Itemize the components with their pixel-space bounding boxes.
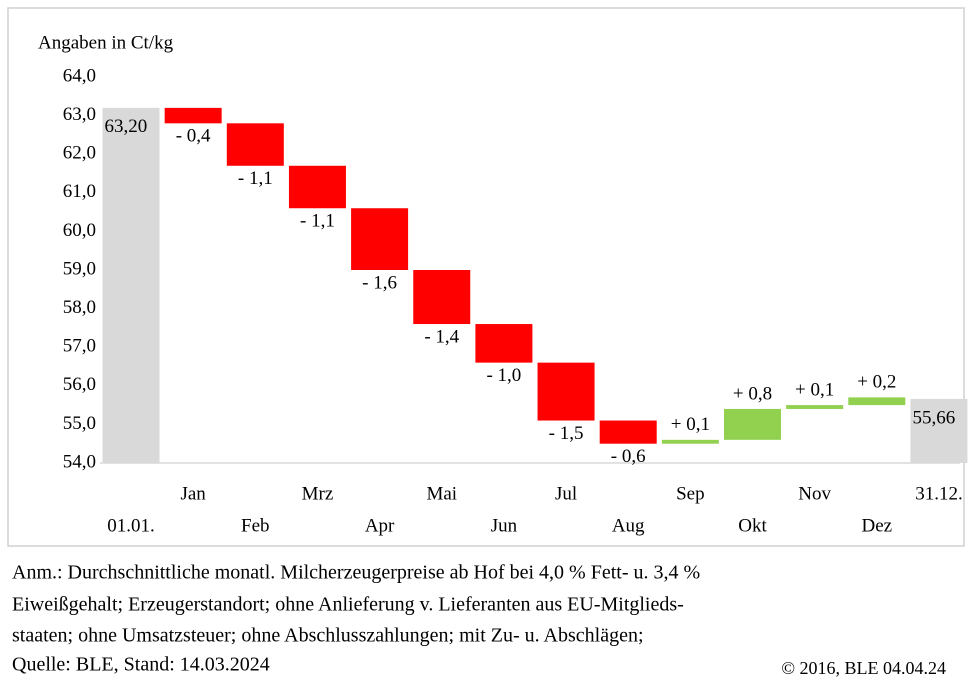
note-line: Eiweißgehalt; Erzeugerstandort; ohne Anl… [12, 594, 684, 616]
value-label: - 0,6 [611, 446, 646, 467]
x-tick-label: Sep [676, 483, 705, 504]
value-label: + 0,8 [733, 383, 772, 404]
total-bar [102, 107, 160, 463]
decrease-bar [413, 270, 471, 325]
y-tick-label: 62,0 [63, 143, 96, 164]
x-tick-label: 31.12. [915, 483, 963, 504]
x-tick-label: 01.01. [107, 515, 155, 536]
value-label: - 1,1 [300, 211, 335, 232]
copyright: © 2016, BLE 04.04.24 [781, 658, 946, 678]
value-label: + 0,1 [795, 379, 834, 400]
value-label: - 0,4 [176, 126, 211, 147]
decrease-bar [537, 362, 595, 421]
value-label: 63,20 [105, 116, 148, 137]
y-tick-label: 59,0 [63, 258, 96, 279]
y-tick-label: 63,0 [63, 104, 96, 125]
x-tick-label: Feb [241, 515, 270, 536]
decrease-bar [288, 165, 346, 209]
chart-frame [7, 7, 965, 547]
value-label: - 1,5 [549, 423, 584, 444]
increase-bar [724, 408, 781, 440]
value-label: - 1,6 [362, 272, 397, 293]
value-label: 55,66 [912, 407, 955, 428]
increase-bar [661, 439, 719, 444]
value-label: - 1,1 [238, 168, 273, 189]
y-tick-label: 56,0 [63, 374, 96, 395]
total-bar [910, 398, 968, 463]
y-tick-label: 54,0 [63, 451, 96, 472]
y-tick-label: 55,0 [63, 413, 96, 434]
note-line: Quelle: BLE, Stand: 14.03.2024 [12, 654, 270, 676]
x-tick-label: Okt [738, 515, 767, 536]
y-tick-label: 64,0 [63, 65, 96, 86]
x-tick-label: Aug [612, 515, 645, 536]
value-label: + 0,1 [671, 414, 710, 435]
x-tick-label: Jun [491, 515, 518, 536]
x-tick-label: Apr [365, 515, 395, 536]
decrease-bar [226, 123, 284, 166]
increase-bar [786, 405, 844, 409]
decrease-bar [475, 324, 533, 363]
y-tick-label: 60,0 [63, 220, 96, 241]
y-tick-label: 57,0 [63, 336, 96, 357]
y-tick-label: 58,0 [63, 297, 96, 318]
decrease-bar [351, 208, 409, 270]
x-tick-label: Jan [180, 483, 206, 504]
axis-label: Angaben in Ct/kg [38, 32, 174, 53]
x-tick-label: Nov [798, 483, 831, 504]
note-line: staaten; ohne Umsatzsteuer; ohne Abschlu… [12, 625, 644, 647]
x-tick-label: Dez [862, 515, 893, 536]
increase-bar [848, 397, 906, 406]
decrease-bar [599, 420, 657, 444]
x-tick-label: Jul [555, 483, 577, 504]
y-tick-label: 61,0 [63, 181, 96, 202]
value-label: + 0,2 [857, 372, 896, 393]
value-label: - 1,4 [424, 326, 459, 347]
x-tick-label: Mrz [302, 483, 334, 504]
note-line: Anm.: Durchschnittliche monatl. Milcherz… [12, 562, 700, 584]
value-label: - 1,0 [486, 365, 521, 386]
decrease-bar [164, 107, 222, 124]
x-tick-label: Mai [426, 483, 457, 504]
